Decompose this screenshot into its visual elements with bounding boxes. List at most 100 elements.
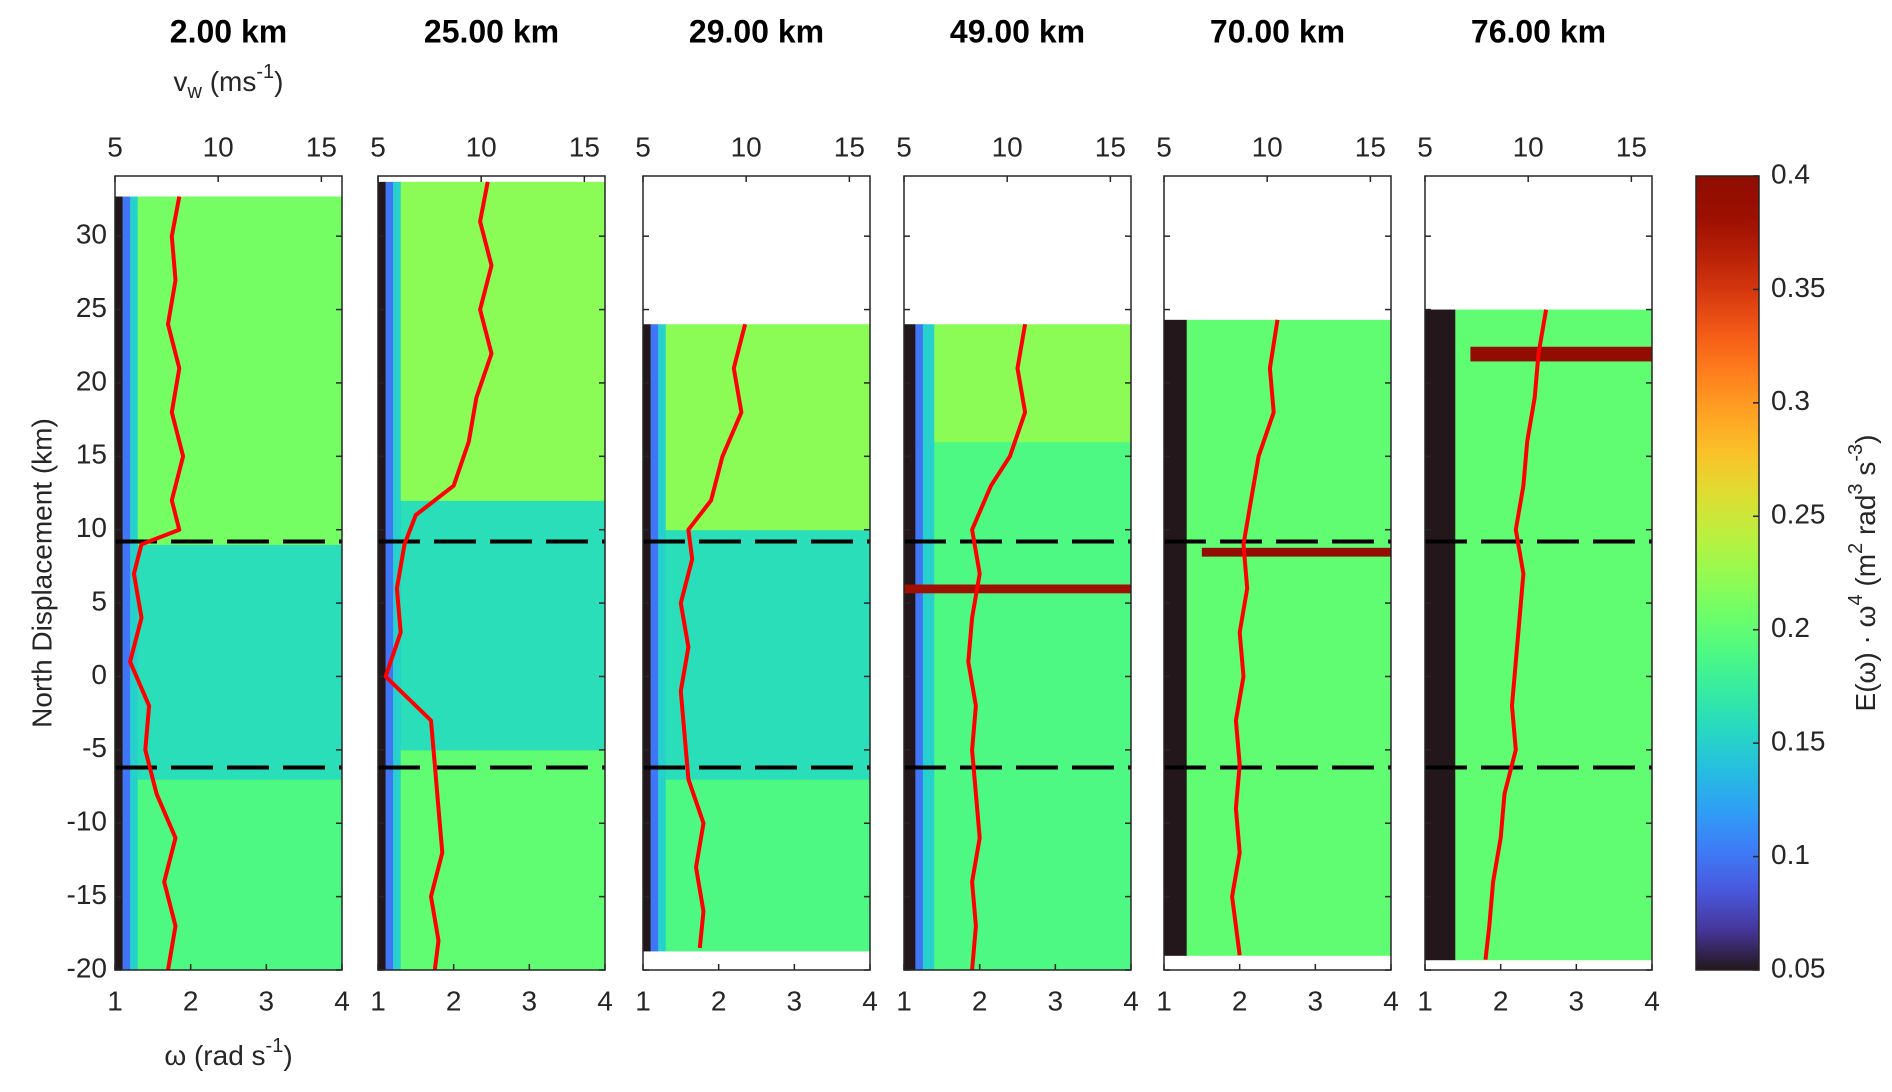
y-tick-label: 30	[76, 219, 107, 250]
x2-axis-label: vw (ms-1)	[173, 61, 283, 103]
heat-cell	[115, 779, 124, 971]
heat-cell	[904, 441, 916, 585]
heat-cell	[665, 529, 871, 780]
colorbar-tick-label: 0.1	[1771, 839, 1810, 870]
colorbar-tick-label: 0.15	[1771, 726, 1826, 757]
x-tick-label: 3	[787, 985, 803, 1016]
heat-cell	[665, 324, 871, 531]
x-tick-label: 2	[1232, 985, 1248, 1016]
colorbar-tick-label: 0.05	[1771, 952, 1826, 983]
x-tick-label: 4	[597, 985, 613, 1016]
x-tick-label: 3	[1308, 985, 1324, 1016]
x2-tick-label: 5	[896, 131, 912, 162]
x-tick-label: 3	[1569, 985, 1585, 1016]
label-part: rad	[1850, 495, 1881, 543]
y-axis-label: North Displacement (km)	[26, 418, 57, 728]
heat-cell	[378, 500, 387, 751]
heat-cell	[643, 529, 652, 780]
label-part: )	[283, 1040, 292, 1071]
label-part: 4	[1845, 594, 1867, 605]
axes-frame	[377, 175, 606, 971]
heat-cell	[130, 544, 139, 780]
colorbar-tick-label: 0.2	[1771, 612, 1810, 643]
colorbar-tick-label: 0.35	[1771, 272, 1826, 303]
label-part: E(ω) · ω	[1850, 606, 1881, 712]
heat-cell	[1201, 319, 1392, 548]
colorbar-label: E(ω) · ω4 (m2 rad3 s-3)	[1845, 435, 1881, 712]
x-tick-label: 2	[183, 985, 199, 1016]
panel-title: 2.00 km	[170, 13, 287, 49]
peak-line	[1230, 319, 1280, 956]
x-tick-label: 4	[862, 985, 878, 1016]
panel: -20 -15 -10 -5 0 5 10 15 20 25 30 1 2 3 4 5 10 15 2.00 km	[67, 13, 350, 1016]
x2-tick-label: 15	[1095, 131, 1126, 162]
heat-cell	[115, 196, 124, 545]
heat-cell	[904, 584, 916, 594]
x-tick-label: 1	[1156, 985, 1172, 1016]
x2-tick-label: 5	[1417, 131, 1433, 162]
heat-cell	[658, 529, 667, 780]
heat-cell	[385, 749, 394, 971]
heat-cell	[1455, 360, 1471, 961]
heat-cell	[1455, 309, 1471, 347]
heat-cell	[650, 529, 659, 780]
x-tick-label: 3	[259, 985, 275, 1016]
x-tick-label: 4	[1383, 985, 1399, 1016]
heat-cell	[934, 441, 1132, 585]
heat-cell	[385, 181, 394, 501]
heat-cell	[137, 196, 343, 545]
x2-tick-label: 5	[107, 131, 123, 162]
colorbar-tick-label: 0.25	[1771, 499, 1826, 530]
x2-tick-label: 10	[1513, 131, 1544, 162]
label-part: )	[1850, 435, 1881, 444]
heat-cell	[130, 779, 139, 971]
panel-title: 29.00 km	[689, 13, 824, 49]
x-axis-label: ω (rad s-1)	[164, 1035, 292, 1071]
x-tick-label: 4	[334, 985, 350, 1016]
x-tick-label: 2	[711, 985, 727, 1016]
x2-tick-label: 15	[1355, 131, 1386, 162]
x2-tick-label: 15	[306, 131, 337, 162]
panel: 1 2 3 4 5 10 15 70.00 km	[1156, 13, 1399, 1016]
y-tick-label: -15	[67, 879, 107, 910]
x2-tick-label: 5	[635, 131, 651, 162]
panel: 1 2 3 4 5 10 15 49.00 km	[896, 13, 1139, 1016]
peak-line	[678, 323, 748, 949]
x2-tick-label: 5	[1156, 131, 1172, 162]
heat-cell	[934, 584, 1132, 594]
heat-cell	[378, 749, 387, 971]
colorbar-tick-label: 0.3	[1771, 385, 1810, 416]
panel-title: 70.00 km	[1210, 13, 1345, 49]
x2-tick-label: 10	[203, 131, 234, 162]
x2-tick-label: 10	[992, 131, 1023, 162]
heat-cell	[1164, 556, 1188, 956]
panel-title: 25.00 km	[424, 13, 559, 49]
panel: 1 2 3 4 5 10 15 76.00 km	[1417, 13, 1660, 1016]
axes-frame	[642, 175, 871, 971]
heat-cell	[922, 441, 935, 585]
x-tick-label: 4	[1644, 985, 1660, 1016]
y-tick-label: 20	[76, 365, 107, 396]
label-part: w	[186, 81, 202, 103]
heat-cell	[393, 181, 402, 501]
label-part: -1	[266, 1035, 284, 1057]
label-part: v	[173, 66, 187, 97]
heat-cell	[922, 592, 935, 971]
heat-cell	[1470, 309, 1653, 347]
label-part: )	[274, 66, 283, 97]
colorbar-tick-label: 0.4	[1771, 158, 1810, 189]
heat-cell	[643, 324, 652, 531]
heat-cell	[1470, 360, 1653, 961]
panel-title: 76.00 km	[1471, 13, 1606, 49]
label-part: 3	[1845, 483, 1867, 494]
y-tick-label: 0	[91, 659, 107, 690]
heat-cell	[400, 500, 606, 751]
heat-cell	[1425, 360, 1456, 961]
axes-frame	[1424, 175, 1653, 971]
heat-cell	[137, 779, 343, 971]
heat-cell	[1186, 547, 1203, 557]
heat-cell	[393, 749, 402, 971]
heat-cell	[934, 592, 1132, 971]
heat-cell	[137, 544, 343, 780]
heat-cell	[650, 779, 659, 952]
